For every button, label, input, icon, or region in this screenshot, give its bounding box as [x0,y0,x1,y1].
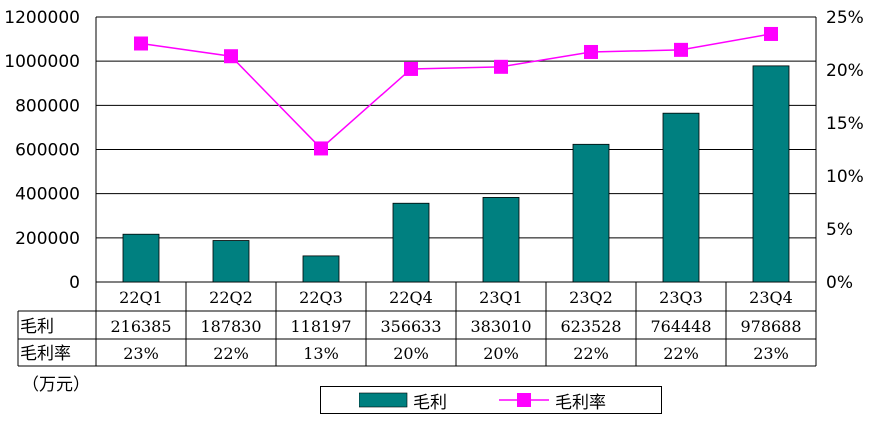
series-line [140,33,772,150]
table-cell: 20% [393,344,429,363]
line-point [494,59,508,74]
right-tick-label: 25% [826,8,864,28]
left-tick-label: 600000 [15,141,80,161]
left-tick-label: 1000000 [4,52,80,72]
table-cell: 118197 [290,317,351,336]
left-tick-label: 200000 [15,229,80,249]
bar [122,233,160,283]
right-tick-label: 10% [826,167,864,187]
right-tick-label: 5% [826,220,853,240]
bar [662,112,700,283]
legend: 毛利 毛利率 [320,386,662,414]
legend-swatch-bar [359,392,408,408]
table-cell: 356633 [380,317,441,336]
category-label: 23Q4 [749,288,793,307]
bar [752,65,790,283]
table-cell: 23% [123,344,159,363]
line-point [674,42,688,57]
right-tick-label: 15% [826,114,864,134]
legend-swatch-line [499,393,549,407]
category-label: 23Q1 [479,288,523,307]
table-cell: 216385 [110,317,171,336]
left-tick-label: 800000 [15,96,80,116]
legend-label-line: 毛利率 [555,392,606,413]
legend-item-line: 毛利率 [497,387,606,413]
left-tick-label: 1200000 [4,8,80,28]
line-point [134,36,148,51]
line-point [314,141,328,156]
table-row-label: 毛利率 [20,344,71,364]
left-tick-label: 0 [69,273,80,293]
category-label: 22Q3 [299,288,343,307]
category-label: 23Q2 [569,288,613,307]
line-point [404,61,418,76]
table-row-label: 毛利 [20,317,54,337]
line-point [224,49,238,64]
unit-label: （万元） [22,375,90,395]
bar [482,197,520,283]
table-cell: 22% [573,344,609,363]
legend-item-bar: 毛利 [359,387,447,413]
table-cell: 22% [213,344,249,363]
table-cell: 22% [663,344,699,363]
table-cell: 20% [483,344,519,363]
bar [302,255,340,283]
table-cell: 764448 [650,317,711,336]
left-tick-label: 400000 [15,185,80,205]
right-tick-label: 0% [826,273,853,293]
table-cell: 23% [753,344,789,363]
table-cell: 383010 [470,317,531,336]
table-cell: 623528 [560,317,621,336]
legend-label-bar: 毛利 [413,392,447,413]
bar [572,143,610,283]
category-label: 22Q2 [209,288,253,307]
line-point [584,44,598,59]
bar [212,240,250,283]
right-tick-label: 20% [826,61,864,81]
bar [392,202,430,283]
category-label: 22Q4 [389,288,433,307]
table-cell: 978688 [740,317,801,336]
category-label: 22Q1 [119,288,163,307]
table-cell: 187830 [200,317,261,336]
category-label: 23Q3 [659,288,703,307]
line-point [764,26,778,41]
table-cell: 13% [303,344,339,363]
